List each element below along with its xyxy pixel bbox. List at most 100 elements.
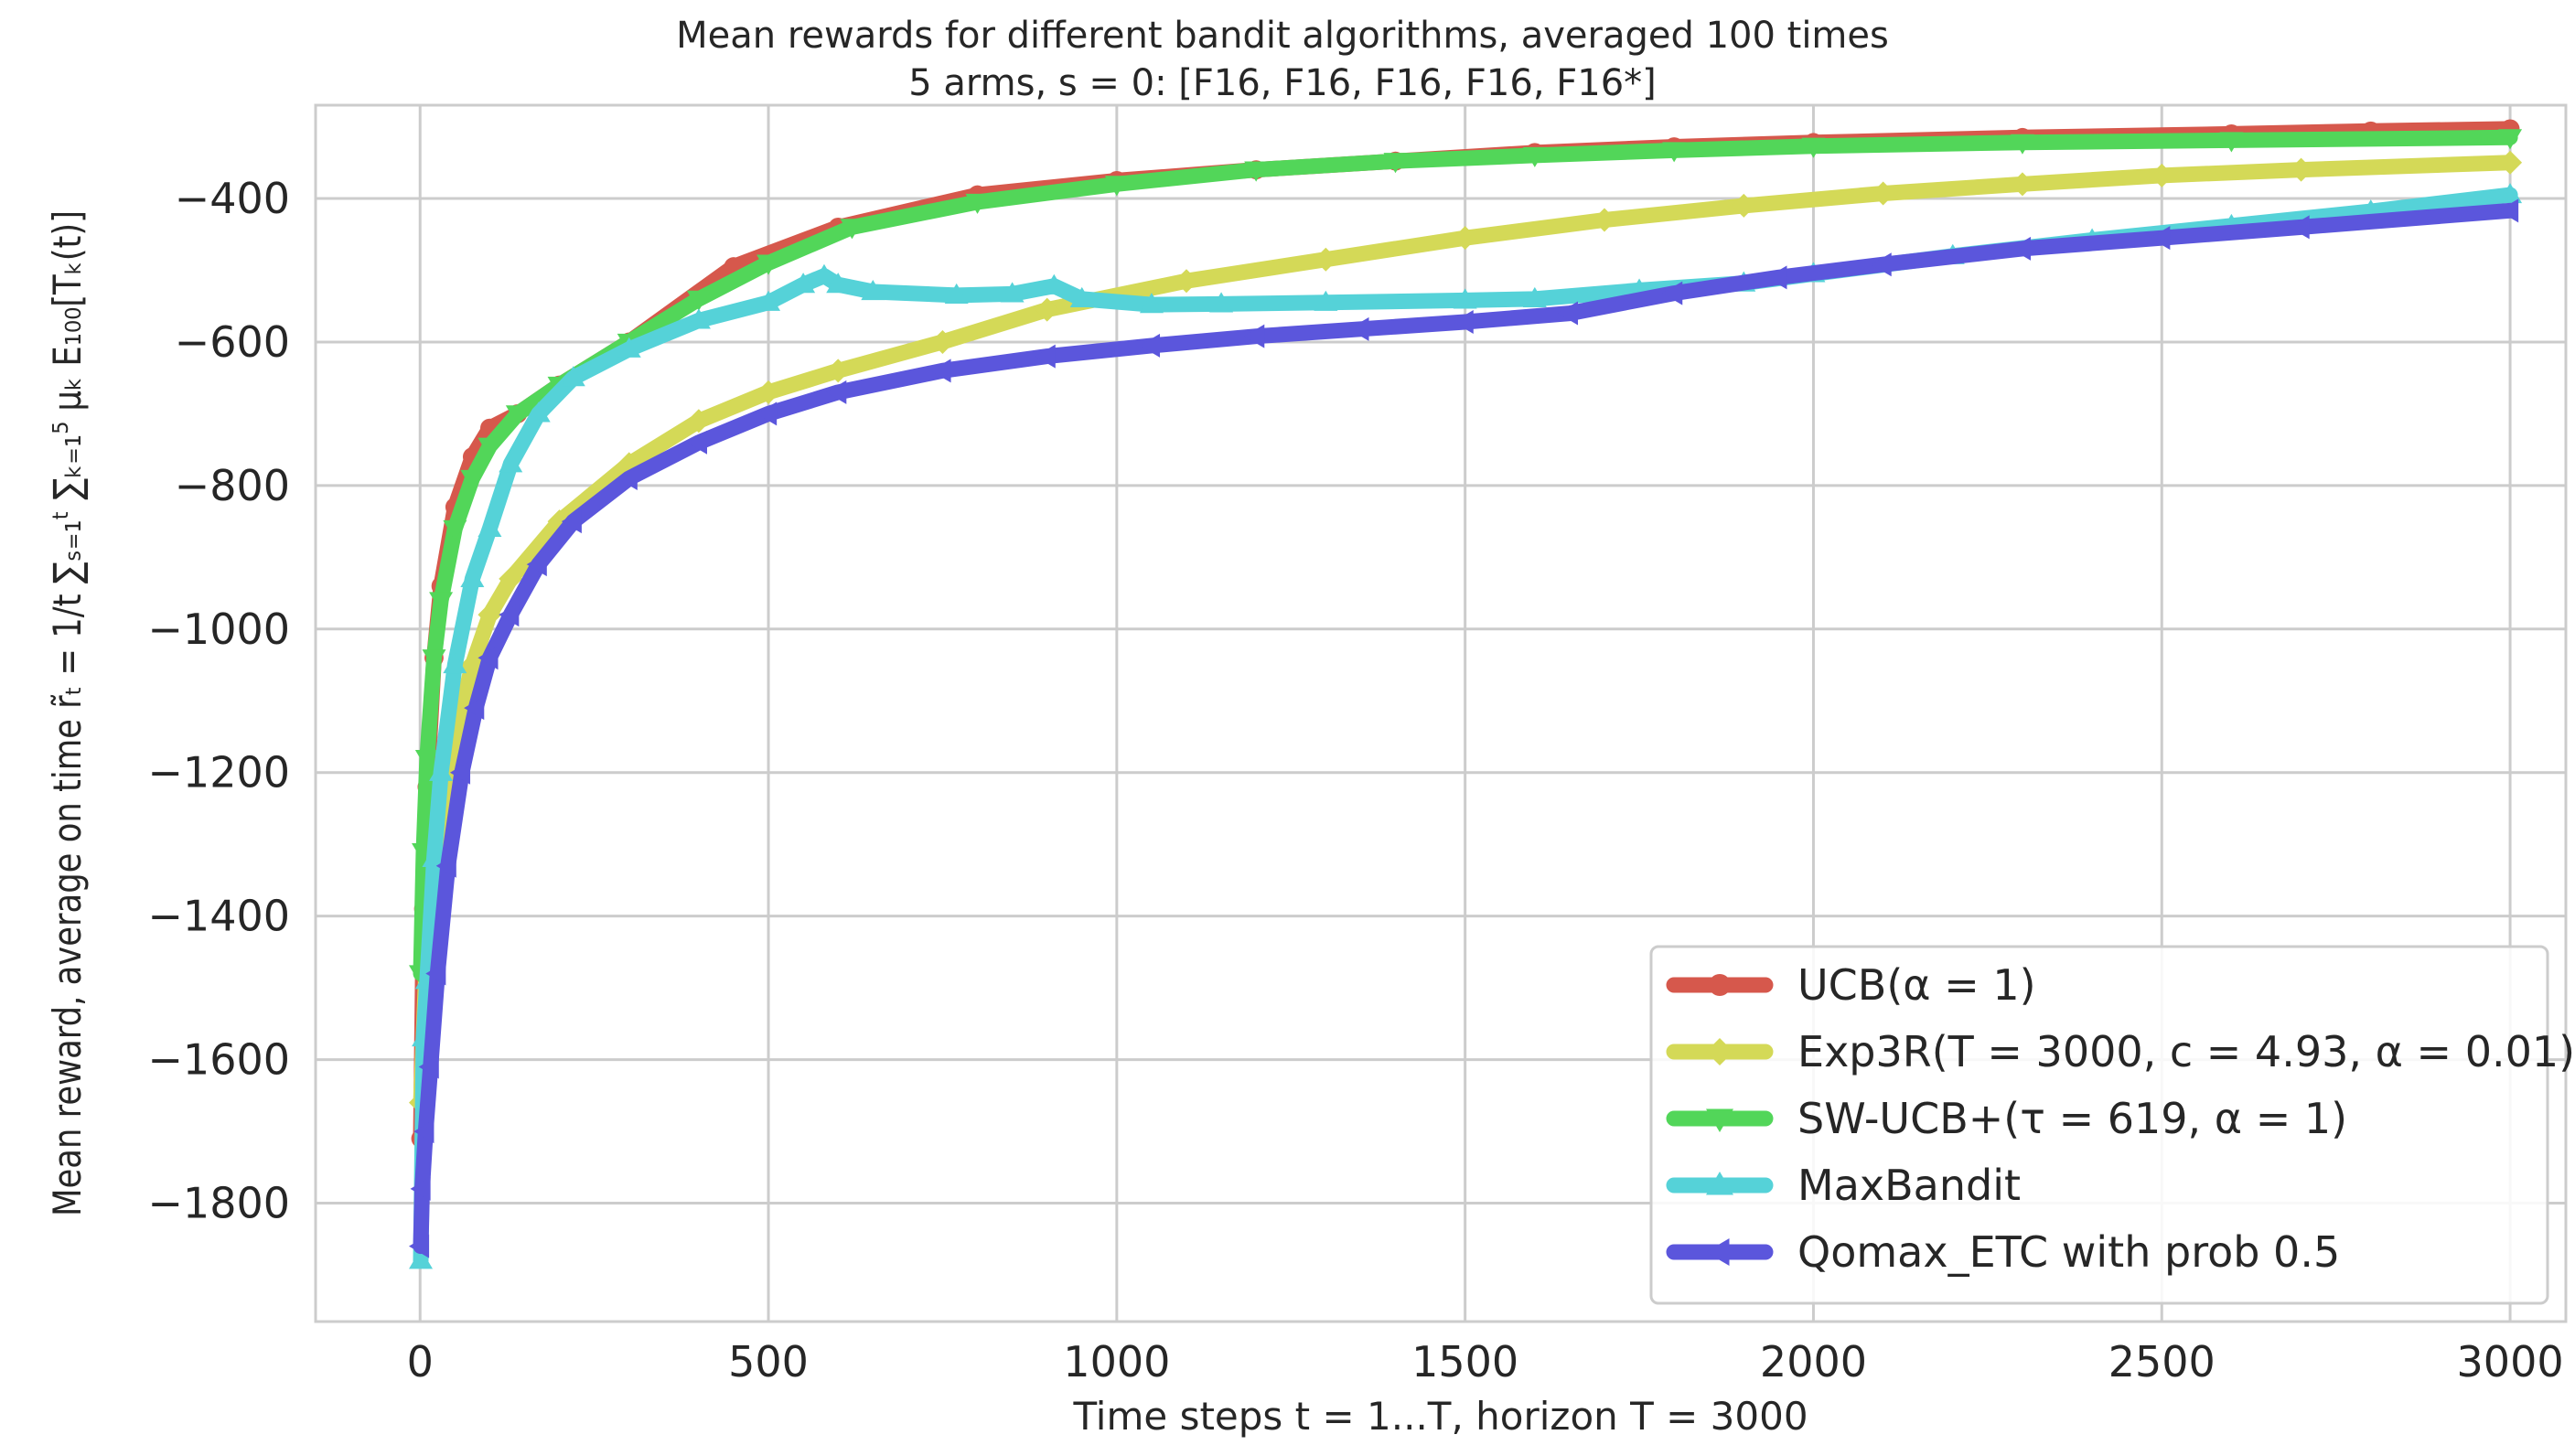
data-point [1732,193,1756,218]
legend-label: UCB(α = 1) [1797,960,2036,1010]
legend-marker [1706,1038,1733,1065]
data-point [435,853,456,878]
data-point [2010,134,2034,155]
data-point [1662,281,1683,305]
data-point [1042,273,1067,294]
x-tick-label: 3000 [2457,1337,2564,1386]
plot-frame [314,103,2568,1323]
data-point [826,359,851,383]
data-point [2498,183,2523,204]
data-point [1000,282,1025,303]
data-point [425,961,446,986]
x-tick-label: 1500 [1411,1337,1518,1386]
data-point [1035,344,1056,369]
data-point [1139,333,1161,358]
chart-title-line1: Mean rewards for different bandit algori… [676,15,1889,57]
data-point [1522,286,1547,307]
data-point [505,405,530,426]
data-point [477,646,499,670]
data-point [1871,252,1892,277]
series-3 [409,129,2523,986]
legend-item: MaxBandit [1666,1161,2021,1210]
y-tick-label: −1000 [147,605,290,654]
data-point [429,760,454,781]
data-point [1592,208,1616,232]
legend-frame [1649,945,2549,1305]
y-axis-ticks: −400 −600 −800 −1000 −1200 −1400 −1600 −1800 [147,174,290,1228]
chart-title: Mean rewards for different bandit algori… [676,15,1889,104]
y-tick-label: −1600 [147,1035,290,1085]
data-point [460,469,485,491]
data-point [2010,236,2032,261]
chart-title-line2: 5 arms, s = 0: [F16, F16, F16, F16, F16*… [908,62,1657,104]
data-point [756,254,781,275]
data-point [2010,172,2034,197]
data-point [449,760,471,785]
data-point [561,366,585,387]
grid [316,105,2566,1322]
data-point [526,552,547,577]
legend-item: Exp3R(T = 3000, c = 4.93, α = 0.01) [1666,1027,2575,1076]
data-point [965,193,990,214]
data-point [686,409,711,434]
data-point [1557,301,1578,326]
data-point [1175,269,1199,294]
data-point [422,649,446,670]
data-point [756,290,781,311]
y-tick-label: −1200 [147,748,290,798]
y-axis-label: Mean reward, average on time r̃ₜ = 1/t ∑… [45,210,90,1216]
data-point [1139,293,1164,314]
data-point [944,283,969,305]
data-point [756,401,778,426]
data-point [477,437,502,458]
data-point [2498,129,2523,150]
data-point [1035,297,1059,322]
data-point [686,430,707,455]
x-axis-label: Time steps t = 1...T, horizon T = 3000 [1072,1394,1808,1439]
data-point [422,846,446,867]
series-layer [409,119,2523,1269]
data-point [1244,324,1265,348]
data-point [410,1176,431,1201]
data-point [2219,132,2244,153]
legend-marker [1709,974,1731,996]
series-5 [409,198,2519,1258]
data-point [1766,265,1787,290]
legend-label: Exp3R(T = 3000, c = 4.93, α = 0.01) [1797,1027,2575,1076]
data-point [840,219,864,240]
data-point [499,603,520,627]
data-point [617,337,641,358]
legend-item: UCB(α = 1) [1666,960,2036,1010]
data-point [2150,163,2174,187]
data-point [686,308,711,329]
data-point [526,401,551,423]
data-point [2498,198,2519,223]
data-point [826,273,851,294]
data-point [1453,226,1477,251]
data-point [409,1234,430,1258]
data-point [930,359,951,383]
data-point [1314,247,1338,272]
data-point [1069,286,1094,307]
legend-marker [1706,1172,1733,1195]
legend-label: Qomax_ETC with prob 0.5 [1797,1227,2340,1277]
x-tick-label: 0 [407,1337,434,1386]
data-point [499,452,523,473]
data-point [2289,157,2313,182]
data-point [1314,290,1338,311]
x-tick-label: 1000 [1063,1337,1170,1386]
data-point [826,380,847,404]
legend-marker [1706,1238,1730,1266]
data-point [1348,316,1369,341]
y-tick-label: −1400 [147,892,290,941]
data-point [617,466,638,491]
data-point [477,516,502,538]
data-point [464,696,485,721]
data-point [930,329,955,354]
data-point [1244,161,1269,182]
data-point [1453,288,1477,309]
legend-label: SW-UCB+(τ = 619, α = 1) [1797,1094,2347,1143]
series-line [413,202,2518,1255]
data-point [2150,226,2171,251]
